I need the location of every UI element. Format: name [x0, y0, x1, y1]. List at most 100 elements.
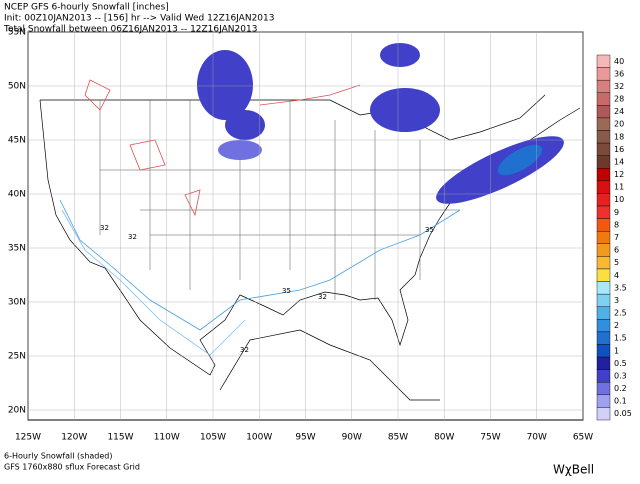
- snow-area: [225, 110, 265, 140]
- colorbar-label: 24: [614, 107, 624, 116]
- footer-line: 6-Hourly Snowfall (shaded): [4, 452, 113, 461]
- colorbar-label: 18: [614, 132, 624, 141]
- snow-area: [370, 88, 440, 132]
- snow-area: [197, 50, 253, 120]
- colorbar-label: 0.2: [614, 384, 627, 393]
- colorbar-label: 14: [614, 157, 624, 166]
- colorbar-label: 7: [614, 233, 619, 242]
- snowfall-shading: [197, 43, 564, 204]
- contour-line: [84, 79, 201, 217]
- header-line: Init: 00Z10JAN2013 -- [156] hr --> Valid…: [4, 14, 274, 24]
- colorbar-label: 6: [614, 246, 619, 255]
- colorbar-swatch: [596, 394, 611, 408]
- colorbar-label: 1.5: [614, 334, 627, 343]
- lon-label: 105W: [200, 433, 226, 443]
- lat-label: 50N: [8, 82, 26, 92]
- lon-label: 80W: [434, 433, 454, 443]
- colorbar-swatch: [596, 67, 611, 81]
- colorbar-swatch: [596, 331, 611, 345]
- contour-labels: 32 32 35 32 32 35: [100, 224, 434, 354]
- colorbar-swatch: [596, 243, 611, 257]
- colorbar-label: 40: [614, 57, 624, 66]
- colorbar-label: 2: [614, 321, 619, 330]
- contour-line: [59, 199, 461, 331]
- lon-label: 125W: [15, 433, 41, 443]
- colorbar-swatch: [596, 142, 611, 156]
- lat-label: 45N: [8, 136, 26, 146]
- contour-label: 32: [128, 233, 137, 241]
- colorbar-swatch: [596, 117, 611, 131]
- contour-label: 32: [318, 293, 327, 301]
- colorbar-swatch: [596, 92, 611, 106]
- colorbar-swatch: [596, 79, 611, 93]
- lon-labels: 125W 120W 115W 110W 105W 100W 95W 90W 85W 80W 75W 7…: [15, 32, 593, 443]
- colorbar-swatch: [596, 256, 611, 270]
- lon-label: 85W: [388, 433, 408, 443]
- snow-area: [497, 144, 543, 176]
- lat-label: 35N: [8, 244, 26, 254]
- contour-label: 32: [100, 224, 109, 232]
- colorbar-swatch: [596, 369, 611, 383]
- colorbar-swatch: [596, 193, 611, 207]
- colorbar-swatch: [596, 407, 611, 421]
- colorbar-swatch: [596, 344, 611, 358]
- state-lines: [99, 100, 480, 300]
- colorbar-swatch: [596, 306, 611, 320]
- colorbar-label: 9: [614, 208, 619, 217]
- colorbar-label: 3.5: [614, 283, 627, 292]
- colorbar-swatch: [596, 218, 611, 232]
- colorbar-swatch: [596, 54, 611, 68]
- colorbar-swatch: [596, 130, 611, 144]
- brand: WχBell: [553, 463, 594, 477]
- coastline: [39, 99, 581, 376]
- header-line: NCEP GFS 6-hourly Snowfall [inches]: [4, 3, 169, 13]
- colorbar-swatch: [596, 155, 611, 169]
- colorbar-label: 4: [614, 271, 619, 280]
- colorbar-label: 2.5: [614, 309, 627, 318]
- colorbar-label: 0.1: [614, 397, 627, 406]
- contour-label: 32: [240, 346, 249, 354]
- colorbar-swatch: [596, 180, 611, 194]
- lat-label: 20N: [8, 406, 26, 416]
- lon-label: 120W: [61, 433, 87, 443]
- colorbar-label: 0.05: [614, 409, 632, 418]
- colorbar-swatch: [596, 168, 611, 182]
- lon-label: 75W: [480, 433, 500, 443]
- colorbar-label: 0.5: [614, 359, 627, 368]
- lon-label: 115W: [107, 433, 133, 443]
- lat-label: 40N: [8, 190, 26, 200]
- contour-line: [61, 209, 246, 356]
- colorbar: 40 36 32 28 24 20 18 16 14 12 11 10 9 8 7 6 5 4 3.5 3 2.5 2 1.…: [596, 54, 632, 421]
- contour-line: [259, 84, 361, 106]
- lon-label: 110W: [154, 433, 180, 443]
- lat-label: 25N: [8, 352, 26, 362]
- colorbar-label: 10: [614, 195, 624, 204]
- colorbar-swatch: [596, 319, 611, 333]
- colorbar-label: 0.3: [614, 371, 627, 380]
- lon-label: 95W: [295, 433, 315, 443]
- colorbar-label: 16: [614, 145, 624, 154]
- lon-label: 65W: [573, 433, 593, 443]
- lon-label: 100W: [246, 433, 272, 443]
- lon-label: 90W: [342, 433, 362, 443]
- colorbar-label: 8: [614, 220, 619, 229]
- colorbar-label: 20: [614, 120, 624, 129]
- lon-label: 70W: [527, 433, 547, 443]
- colorbar-label: 12: [614, 170, 624, 179]
- colorbar-label: 5: [614, 258, 619, 267]
- lat-label: 55N: [8, 28, 26, 38]
- contours: [59, 79, 461, 356]
- footer-line: GFS 1760x880 sflux Forecast Grid: [4, 463, 140, 472]
- colorbar-swatch: [596, 105, 611, 119]
- snow-area: [218, 140, 262, 160]
- header-line: Total Snowfall between 06Z16JAN2013 -- 1…: [3, 25, 257, 35]
- colorbar-swatch: [596, 268, 611, 282]
- colorbar-label: 1: [614, 346, 619, 355]
- colorbar-swatch: [596, 205, 611, 219]
- contour-label: 35: [425, 226, 434, 234]
- mexico-coast: [219, 329, 440, 401]
- colorbar-swatch: [596, 382, 611, 396]
- contour-label: 35: [282, 287, 291, 295]
- colorbar-swatch: [596, 231, 611, 244]
